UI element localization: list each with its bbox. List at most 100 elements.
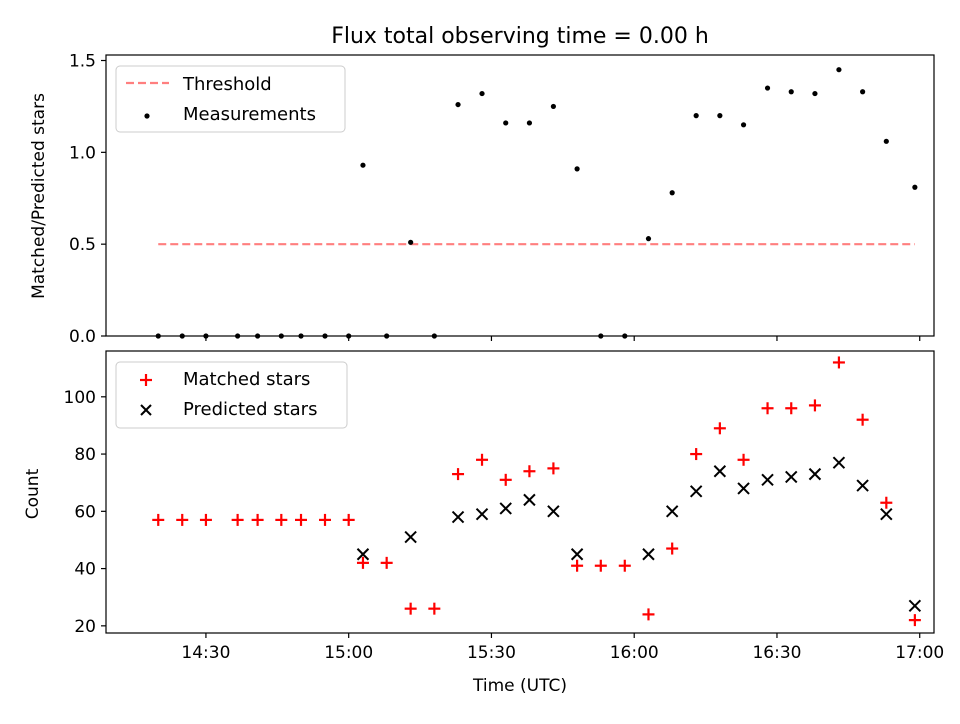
legend-matched-swatch — [140, 374, 152, 386]
measurement-point — [740, 122, 747, 128]
top-y-axis-label: Matched/Predicted stars — [29, 93, 49, 299]
matched-star-marker — [690, 448, 703, 461]
matched-star-marker — [380, 556, 393, 569]
top-legend-box — [115, 65, 346, 133]
predicted-star-marker — [665, 505, 679, 518]
matched-star-marker — [785, 402, 798, 415]
matched-star-marker — [808, 399, 821, 412]
bottom-legend: Matched stars Predicted stars — [115, 361, 348, 429]
measurement-point — [408, 239, 414, 245]
bottom-y-axis-label: Count — [23, 468, 43, 519]
legend-measurements-label: Measurements — [183, 104, 316, 125]
matched-star-marker — [199, 513, 212, 526]
matched-star-marker — [152, 513, 165, 526]
matched-star-marker — [642, 608, 655, 621]
top-y-tick-label: 0.5 — [69, 235, 96, 255]
top-legend: Threshold Measurements — [115, 65, 346, 133]
matched-star-marker — [547, 462, 560, 475]
bottom-legend-box — [115, 361, 348, 429]
bottom-plot-area — [152, 356, 922, 627]
chart-title: Flux total observing time = 0.00 h — [331, 24, 709, 49]
legend-measurements-swatch — [144, 113, 150, 119]
predicted-star-marker — [642, 548, 655, 561]
bottom-x-tick-label: 16:30 — [752, 643, 801, 663]
measurement-point — [669, 190, 675, 196]
bottom-y-ticks: 20 40 60 80 100 — [64, 388, 106, 637]
matched-star-marker — [737, 453, 750, 466]
matched-star-marker — [476, 453, 489, 466]
predicted-star-marker — [713, 465, 727, 478]
predicted-star-marker — [856, 479, 869, 492]
matched-star-marker — [404, 602, 417, 615]
x-axis-label: Time (UTC) — [472, 676, 567, 696]
matched-star-marker — [523, 465, 536, 478]
matched-star-marker — [342, 513, 355, 526]
measurement-point — [526, 120, 533, 126]
predicted-star-marker — [908, 599, 922, 613]
matched-star-marker — [880, 496, 893, 509]
matched-star-marker — [356, 556, 369, 569]
matched-star-marker — [275, 513, 288, 526]
matched-star-marker — [428, 602, 441, 615]
matched-star-marker — [452, 468, 465, 481]
matched-star-marker — [908, 614, 921, 627]
bottom-y-tick-label: 20 — [74, 617, 96, 637]
measurement-point — [812, 90, 818, 97]
matched-star-marker — [618, 559, 631, 572]
predicted-star-marker — [570, 548, 584, 561]
bottom-panel: 20 40 60 80 100 14:30 15:00 15:30 16:00 16:30 17:… — [23, 350, 944, 696]
bottom-y-tick-label: 40 — [74, 560, 96, 580]
top-y-ticks: 0.0 0.5 1.0 1.5 — [69, 52, 106, 347]
matched-star-marker — [571, 559, 584, 572]
predicted-star-marker — [737, 482, 750, 495]
measurement-point — [788, 89, 794, 95]
measurement-point — [764, 85, 771, 91]
matched-star-marker — [713, 422, 726, 435]
predicted-star-marker — [356, 548, 370, 561]
matched-star-marker — [295, 513, 308, 526]
legend-matched-label: Matched stars — [183, 369, 310, 390]
measurement-point — [717, 113, 723, 119]
measurement-point — [645, 236, 652, 242]
bottom-x-tick-label: 17:00 — [895, 643, 944, 663]
matched-star-marker — [856, 413, 869, 426]
bottom-y-tick-label: 100 — [64, 388, 96, 408]
predicted-star-marker — [451, 510, 465, 524]
matched-star-marker — [318, 513, 331, 526]
bottom-x-tick-label: 15:00 — [324, 643, 373, 663]
predicted-star-marker — [761, 473, 774, 487]
bottom-y-tick-label: 80 — [74, 445, 96, 465]
predicted-star-marker — [808, 467, 822, 481]
legend-threshold-label: Threshold — [182, 74, 272, 95]
matched-star-marker — [594, 559, 607, 572]
measurement-point — [455, 101, 461, 108]
legend-predicted-swatch — [140, 404, 152, 416]
bottom-x-tick-label: 16:00 — [610, 643, 659, 663]
predicted-star-marker — [475, 507, 489, 521]
measurement-point — [836, 67, 842, 73]
bottom-y-tick-label: 60 — [74, 502, 96, 522]
predicted-star-marker — [785, 470, 798, 484]
predicted-star-marker — [499, 502, 512, 515]
top-y-tick-label: 1.5 — [69, 52, 96, 72]
matched-star-marker — [761, 402, 774, 415]
measurement-point — [693, 113, 699, 119]
measurement-point — [883, 138, 889, 144]
bottom-x-tick-label: 14:30 — [181, 643, 230, 663]
top-y-tick-label: 0.0 — [69, 327, 96, 347]
predicted-star-marker — [832, 456, 846, 469]
bottom-axes-frame — [105, 350, 935, 634]
top-y-tick-label: 1.0 — [69, 143, 96, 163]
bottom-x-tick-label: 15:30 — [467, 643, 516, 663]
measurement-point — [479, 90, 485, 97]
matched-star-marker — [251, 513, 264, 526]
predicted-star-marker — [404, 530, 417, 544]
measurement-point — [912, 184, 918, 190]
legend-predicted-label: Predicted stars — [183, 399, 317, 420]
predicted-star-marker — [523, 493, 536, 507]
predicted-star-marker — [547, 505, 560, 518]
matched-star-marker — [499, 473, 512, 486]
matched-star-marker — [832, 356, 845, 369]
